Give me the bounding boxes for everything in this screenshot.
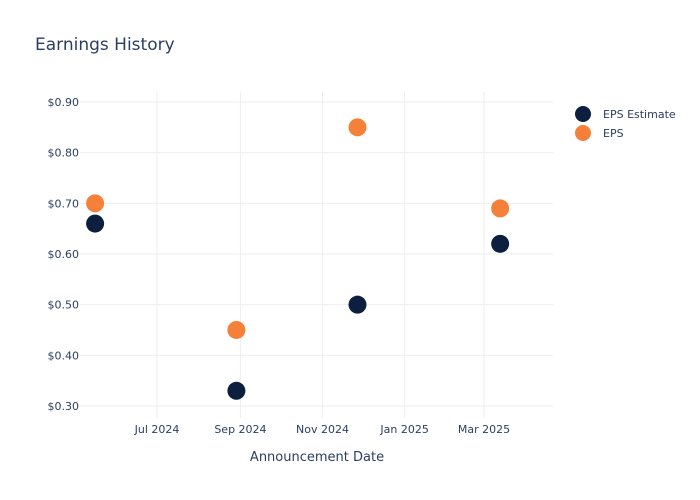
eps-point[interactable] <box>491 199 510 218</box>
y-tick-label: $0.70 <box>48 197 80 210</box>
data-points <box>86 118 510 400</box>
x-tick-label: Jul 2024 <box>134 423 180 436</box>
eps-estimate-point[interactable] <box>348 295 367 314</box>
x-tick-label: Jan 2025 <box>379 423 428 436</box>
y-tick-label: $0.50 <box>48 299 80 312</box>
legend-marker[interactable] <box>575 125 591 141</box>
chart-title: Earnings History <box>35 35 175 55</box>
x-axis-title: Announcement Date <box>250 450 384 465</box>
y-tick-label: $0.90 <box>48 96 80 109</box>
legend-marker[interactable] <box>575 106 591 122</box>
y-tick-label: $0.80 <box>48 147 80 160</box>
eps-estimate-point[interactable] <box>227 381 246 400</box>
legend-label[interactable]: EPS <box>603 127 624 140</box>
eps-estimate-point[interactable] <box>491 234 510 253</box>
y-tick-label: $0.40 <box>48 349 80 362</box>
grid-layer <box>80 92 553 418</box>
eps-point[interactable] <box>227 320 246 339</box>
legend: EPS Estimate EPS <box>575 106 676 141</box>
x-tick-label: Nov 2024 <box>296 423 349 436</box>
legend-label[interactable]: EPS Estimate <box>603 108 676 121</box>
y-tick-label: $0.60 <box>48 248 80 261</box>
eps-estimate-point[interactable] <box>86 214 105 233</box>
x-axis-ticks: Jul 2024 Sep 2024 Nov 2024 Jan 2025 Mar 2025 <box>134 423 511 436</box>
eps-point[interactable] <box>86 194 105 213</box>
eps-point[interactable] <box>348 118 367 137</box>
y-tick-label: $0.30 <box>48 400 80 413</box>
x-tick-label: Mar 2025 <box>458 423 510 436</box>
y-axis-ticks: $0.30 $0.40 $0.50 $0.60 $0.70 $0.80 $0.90 <box>48 96 80 413</box>
x-tick-label: Sep 2024 <box>214 423 266 436</box>
